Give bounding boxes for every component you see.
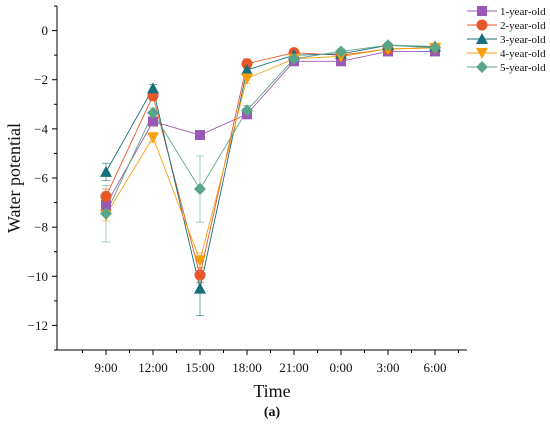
series-markers	[100, 39, 441, 294]
data-point-1-year-old	[101, 200, 111, 211]
data-point-5-year-old	[288, 52, 300, 65]
y-tick-label: −2	[34, 72, 48, 87]
x-tick-label: 15:00	[185, 360, 215, 375]
data-point-3-year-old	[147, 82, 159, 94]
data-point-3-year-old	[100, 165, 112, 177]
data-point-4-year-old	[194, 255, 206, 267]
data-point-4-year-old	[147, 132, 159, 144]
data-point-5-year-old	[194, 183, 206, 196]
series-line-4-year-old	[105, 47, 436, 262]
legend-marker-3-year-old	[476, 33, 488, 44]
axes: 0 −2 −4 −6 −8 −10 −12 9:00 12:00 15:00 18:00 21:00 0…	[28, 5, 467, 375]
data-point-5-year-old	[147, 106, 159, 119]
legend-label-1-year-old: 1-year-old	[500, 6, 546, 18]
data-point-4-year-old	[241, 73, 253, 85]
x-tick-label: 18:00	[232, 360, 262, 375]
data-point-3-year-old	[194, 282, 206, 294]
y-tick-label: 0	[42, 23, 49, 38]
y-axis-title: Water potential	[4, 123, 24, 233]
series-line-1-year-old	[105, 51, 435, 206]
data-point-5-year-old	[382, 39, 394, 52]
x-tick-label: 0:00	[329, 360, 352, 375]
x-tick-label: 3:00	[376, 360, 399, 375]
data-point-5-year-old	[335, 45, 347, 58]
legend-marker-2-year-old	[476, 19, 488, 31]
data-point-3-year-old	[241, 63, 253, 75]
data-point-5-year-old	[429, 41, 441, 54]
legend-label-5-year-old: 5-year-old	[500, 62, 546, 74]
legend-marker-5-year-old	[476, 61, 488, 73]
series-lines	[105, 44, 436, 289]
y-tick-label: −6	[34, 171, 48, 186]
data-point-1-year-old	[148, 116, 158, 127]
data-point-2-year-old	[241, 58, 253, 70]
series-line-2-year-old	[105, 47, 436, 276]
x-tick-label: 12:00	[138, 360, 168, 375]
legend: 1-year-old 2-year-old 3-year-old 4-year-old…	[467, 6, 546, 74]
x-tick-label: 9:00	[94, 360, 117, 375]
legend-marker-1-year-old	[477, 6, 487, 16]
data-point-2-year-old	[194, 269, 206, 281]
y-tick-label: −8	[34, 220, 48, 235]
series-line-5-year-old	[105, 44, 436, 214]
x-axis-title: Time	[253, 381, 290, 401]
figure-caption: (a)	[264, 405, 281, 420]
y-tick-label: −4	[34, 121, 48, 136]
x-tick-label: 6:00	[423, 360, 446, 375]
legend-label-4-year-old: 4-year-old	[500, 48, 546, 60]
y-tick-label: −12	[28, 318, 48, 333]
legend-marker-4-year-old	[476, 48, 488, 59]
legend-label-3-year-old: 3-year-old	[500, 34, 546, 46]
data-point-1-year-old	[195, 130, 205, 140]
data-point-5-year-old	[241, 104, 253, 117]
series-line-3-year-old	[105, 44, 436, 289]
data-point-5-year-old	[100, 207, 112, 220]
x-tick-label: 21:00	[279, 360, 309, 375]
y-tick-label: −10	[28, 269, 48, 284]
legend-label-2-year-old: 2-year-old	[500, 20, 546, 32]
data-point-2-year-old	[100, 190, 112, 202]
